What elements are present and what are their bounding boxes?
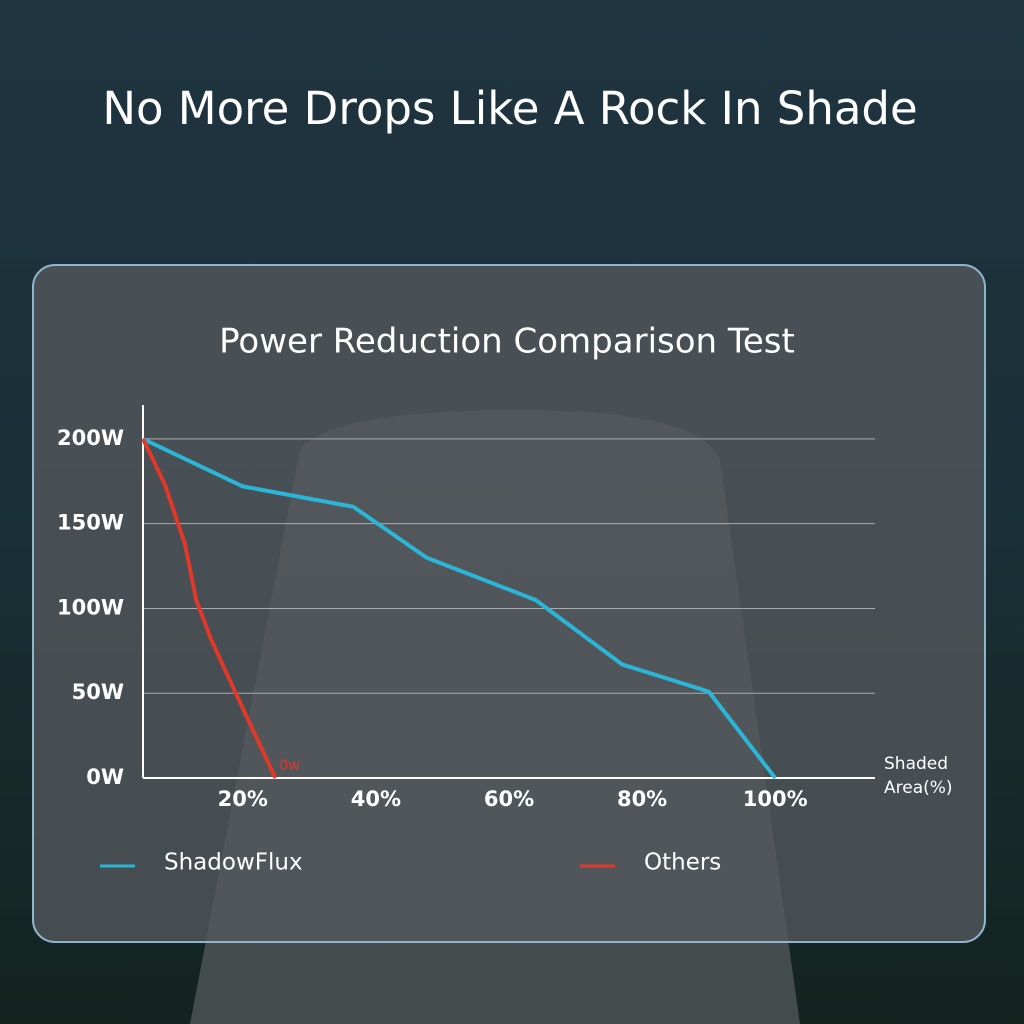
y-tick-label: 200W [57, 426, 124, 450]
page-title: No More Drops Like A Rock In Shade [102, 82, 917, 135]
legend-label: Others [644, 850, 721, 876]
y-tick-label: 0W [86, 765, 124, 789]
x-tick-label: 20% [218, 787, 268, 811]
y-tick-label: 150W [57, 511, 124, 535]
y-tick-label: 50W [72, 680, 124, 704]
chart-title: Power Reduction Comparison Test [219, 322, 795, 362]
x-tick-label: 60% [484, 787, 534, 811]
x-tick-label: 40% [351, 787, 401, 811]
series-line [142, 437, 777, 780]
y-tick-label: 100W [57, 595, 124, 619]
end-label: 0w [279, 758, 299, 774]
x-tick-label: 100% [743, 787, 808, 811]
x-tick-label: 80% [617, 787, 667, 811]
series-line [141, 438, 278, 779]
chart-panel [32, 264, 986, 943]
x-axis-label: Shaded Area(%) [884, 754, 953, 798]
legend-label: ShadowFlux [164, 850, 303, 876]
